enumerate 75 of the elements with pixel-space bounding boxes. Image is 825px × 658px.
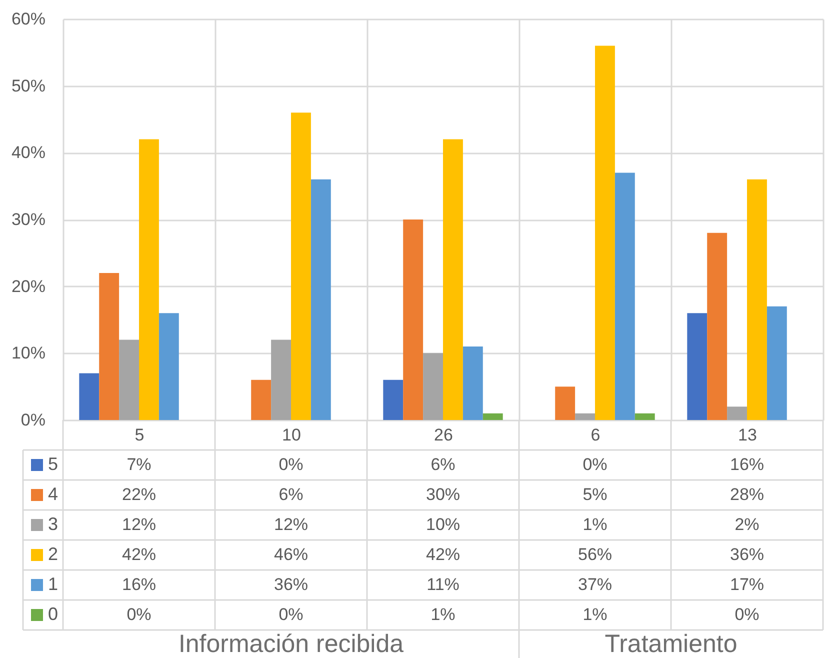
x-tick-label: 5 [134,426,144,444]
data-label: 1% [582,515,608,534]
legend-label: 3 [48,514,58,534]
y-tick-label: 10% [11,344,46,363]
legend-label: 2 [48,544,58,564]
y-tick-label: 20% [11,276,46,296]
data-label: 10% [426,515,460,534]
data-label: 22% [122,485,156,504]
data-label: 16% [730,455,764,474]
data-label: 7% [126,455,152,474]
bar [482,413,503,420]
bar [614,172,635,420]
data-label: 46% [274,545,308,564]
data-label: 6% [278,485,304,504]
data-label: 0% [126,605,152,624]
bar [271,340,291,420]
y-tick-label: 60% [11,10,46,28]
text: Información recibida [178,630,404,658]
bar [119,340,139,420]
bar [555,386,576,420]
x-tick-label: 6 [590,426,600,444]
data-label: 1% [582,605,608,624]
bar [99,272,120,420]
data-label: 11% [426,575,460,594]
data-label: 0% [734,605,760,624]
bar [383,380,404,420]
data-label: 12% [274,515,308,534]
data-label: 56% [578,545,612,564]
data-label: 0% [278,605,304,624]
x-tick-label: 26 [434,426,453,444]
bar [707,232,728,420]
data-label: 1% [430,605,456,624]
legend-label: 0 [48,604,58,624]
data-label: 12% [122,515,156,534]
bar [595,46,615,420]
data-label: 0% [582,455,608,474]
data-label: 6% [430,455,456,474]
data-label: 42% [122,545,156,564]
data-label: 28% [730,485,764,504]
y-tick-label: 40% [11,143,46,162]
x-tick-label: 10 [282,426,301,444]
bar [462,346,483,420]
bar [687,313,708,420]
y-tick-label: 0% [20,410,46,430]
bar [575,413,595,420]
legend-label: 5 [48,454,58,474]
bar [727,406,747,420]
bar [443,139,463,420]
bar [158,313,179,420]
x-tick-label: 13 [738,426,757,444]
data-label: 37% [578,575,612,594]
data-label: 5% [582,485,608,504]
data-label: 16% [122,575,156,594]
data-label: 36% [274,575,308,594]
text: Tratamiento [604,630,738,658]
legend-label: 4 [48,484,58,504]
data-label: 2% [734,515,760,534]
bar [403,220,424,420]
data-label: 17% [730,575,764,594]
bar [251,380,272,420]
bar [634,413,655,420]
bar [291,112,311,420]
bar [423,353,443,420]
bar [310,179,331,420]
bar [747,179,767,420]
y-tick-label: 30% [11,210,46,229]
y-tick-label: 50% [11,76,46,96]
data-label: 30% [426,485,460,504]
legend-label: 1 [48,574,58,594]
bar [139,139,159,420]
data-label: 0% [278,455,304,474]
data-label: 36% [730,545,764,564]
bar [766,306,787,420]
data-label: 42% [426,545,460,564]
bar [79,373,100,420]
